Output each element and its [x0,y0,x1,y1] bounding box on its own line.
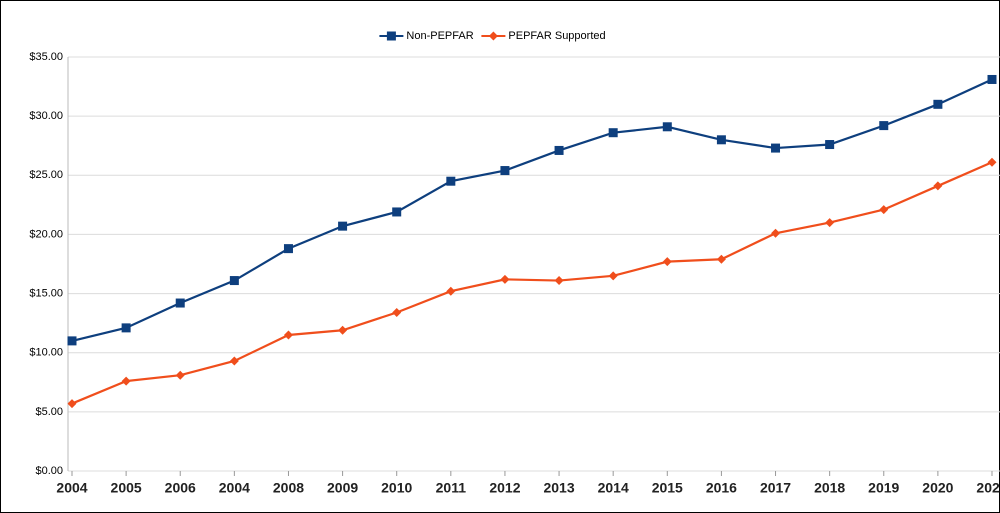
point [121,323,131,333]
x-tick-label: 2020 [922,480,953,496]
x-tick-label: 2006 [165,480,196,496]
point [175,298,185,308]
x-tick-label: 2011 [436,480,467,496]
point [67,399,77,409]
point [554,276,564,286]
point [825,218,835,228]
point [121,376,131,386]
point [933,181,943,191]
y-tick-label: $30.00 [29,110,63,122]
point [392,307,402,317]
x-tick-label: 2009 [327,480,358,496]
y-tick-label: $5.00 [35,406,63,418]
point [500,166,510,176]
y-tick-label: $10.00 [29,347,63,359]
x-tick-label: 2019 [868,480,899,496]
point [608,128,618,138]
x-tick-label: 2004 [56,480,87,496]
y-tick-label: $25.00 [29,169,63,181]
y-tick-label: $20.00 [29,228,63,240]
point [446,176,456,186]
point [554,145,564,155]
point [392,207,402,217]
x-tick-label: 2010 [381,480,412,496]
x-tick-label: 2015 [652,480,683,496]
point [662,257,672,267]
point [716,135,726,145]
point [338,325,348,335]
point [229,356,239,366]
point [825,140,835,150]
series-line [71,78,993,342]
x-tick-label: 2016 [706,480,737,496]
point [608,271,618,281]
point [662,122,672,132]
point [716,254,726,264]
y-tick-label: $15.00 [29,287,63,299]
point [987,157,997,167]
x-tick-label: 2018 [814,480,845,496]
x-tick-label: 2013 [543,480,574,496]
point [67,336,77,346]
legend-marker [386,31,396,41]
point [500,274,510,284]
y-tick-label: $35.00 [29,51,63,63]
x-tick-label: 2014 [598,480,629,496]
x-tick-label: 2012 [489,480,520,496]
point [879,205,889,215]
x-tick-label: 2021 [976,480,1000,496]
point [283,244,293,254]
legend-label: Non-PEPFAR [406,30,473,42]
legend-marker [488,31,498,41]
x-tick-label: 2004 [219,480,250,496]
point [771,143,781,153]
point [879,121,889,131]
series-line [71,161,993,405]
legend-label: PEPFAR Supported [508,30,605,42]
x-tick-label: 2017 [760,480,791,496]
point [338,221,348,231]
point [283,330,293,340]
point [446,286,456,296]
y-tick-label: $0.00 [35,465,63,477]
x-tick-label: 2008 [273,480,304,496]
point [933,99,943,109]
point [771,228,781,238]
x-tick-label: 2005 [111,480,142,496]
point [987,74,997,84]
point [229,276,239,286]
point [175,370,185,380]
